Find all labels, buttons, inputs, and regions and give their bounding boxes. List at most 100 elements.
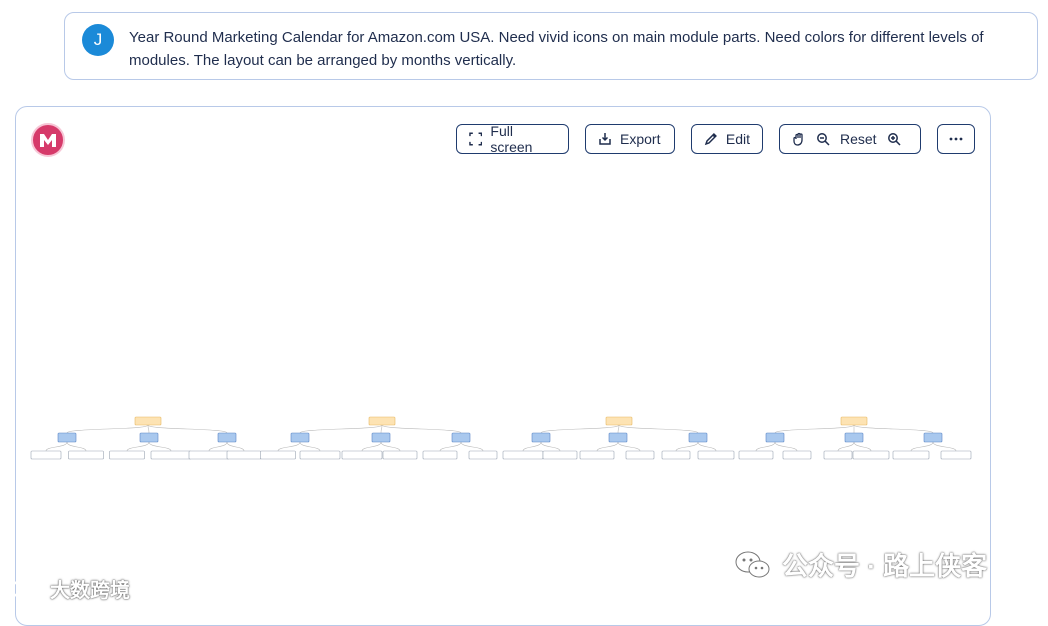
mindmap-node-level3[interactable] (852, 450, 890, 460)
mindmap-node-level3[interactable] (940, 450, 972, 460)
mindmap-node-level3[interactable] (422, 450, 458, 460)
user-avatar: J (82, 24, 114, 56)
wechat-icon (735, 551, 770, 577)
mindmap-connector[interactable] (540, 424, 620, 434)
mindmap-node-level2[interactable] (923, 432, 943, 443)
mindmap-connector[interactable] (147, 424, 150, 434)
mindmap-connector[interactable] (697, 441, 717, 452)
mindmap-connector[interactable] (675, 441, 699, 452)
mindmap-node-level3[interactable] (260, 450, 296, 460)
mindmap-node-level3[interactable] (542, 450, 578, 460)
export-button[interactable]: Export (585, 124, 675, 154)
watermark-logo-icon (7, 580, 46, 597)
export-label: Export (620, 131, 661, 147)
mindmap-node-level2[interactable] (844, 432, 864, 443)
mindmap-node-level3[interactable] (892, 450, 930, 460)
pan-hand-icon[interactable] (792, 132, 806, 146)
prompt-text: Year Round Marketing Calendar for Amazon… (129, 29, 984, 69)
mindmap-node-level3[interactable] (738, 450, 774, 460)
mindmap-node-level3[interactable] (341, 450, 383, 460)
mindmap-node-level1[interactable] (605, 416, 633, 426)
mindmap-node-level3[interactable] (150, 450, 192, 460)
fullscreen-button[interactable]: Full screen (456, 123, 569, 155)
mindmap-connector[interactable] (299, 424, 383, 434)
ellipsis-icon (949, 137, 963, 141)
mindmap-connector[interactable] (853, 424, 934, 434)
edit-label: Edit (725, 131, 750, 147)
export-icon (599, 133, 611, 145)
fullscreen-icon (469, 132, 483, 146)
mindmap-connector[interactable] (299, 441, 321, 452)
mindmap-connector[interactable] (755, 441, 776, 452)
mindmap-connector[interactable] (596, 441, 619, 452)
mindmap-connector[interactable] (45, 441, 68, 452)
mindmap-node-level2[interactable] (217, 432, 237, 443)
mindmap-connector[interactable] (540, 441, 561, 452)
mindmap-node-level2[interactable] (688, 432, 708, 443)
mindmap-connector[interactable] (460, 441, 484, 452)
mindmap-connector[interactable] (617, 424, 620, 434)
watermark-left: 大数跨境 (6, 574, 130, 603)
mindmap-connector[interactable] (126, 441, 150, 452)
fullscreen-label: Full screen (490, 123, 533, 155)
mindmap-connector[interactable] (380, 424, 383, 434)
mindmap-connector[interactable] (439, 441, 462, 452)
mindmap-node-level3[interactable] (782, 450, 812, 460)
edit-button[interactable]: Edit (691, 124, 763, 154)
mindmap-node-level2[interactable] (608, 432, 628, 443)
mindmap-connector[interactable] (910, 441, 934, 452)
mindmap-connector[interactable] (380, 441, 401, 452)
mindmap-connector[interactable] (618, 424, 699, 434)
mindmap-node-level3[interactable] (661, 450, 691, 460)
mindmap-node-level3[interactable] (823, 450, 853, 460)
mindmap-node-level3[interactable] (579, 450, 615, 460)
mindmap-node-level3[interactable] (30, 450, 62, 460)
mindmap-node-level3[interactable] (226, 450, 262, 460)
mindmap-node-level3[interactable] (502, 450, 544, 460)
mindmap-node-level3[interactable] (625, 450, 655, 460)
mindmap-node-level2[interactable] (451, 432, 471, 443)
mindmap-connector[interactable] (66, 424, 149, 434)
mindmap-connector[interactable] (208, 441, 228, 452)
mindmap-connector[interactable] (774, 441, 798, 452)
mindmap-node-level3[interactable] (109, 450, 145, 460)
mindmap-node-level2[interactable] (290, 432, 310, 443)
mindmap-connector[interactable] (226, 441, 245, 452)
mindmap-connector[interactable] (617, 441, 641, 452)
mindmap-node-level1[interactable] (134, 416, 162, 426)
mindmap-diagram[interactable] (0, 0, 1048, 606)
more-options-button[interactable] (937, 124, 975, 154)
mindmap-node-level3[interactable] (697, 450, 735, 460)
mindmap-connector[interactable] (837, 441, 855, 452)
mindmap-connector[interactable] (853, 441, 872, 452)
mindmap-connector[interactable] (932, 441, 957, 452)
mindmap-connector[interactable] (66, 441, 87, 452)
mindmap-node-level2[interactable] (139, 432, 159, 443)
mindmap-connector[interactable] (774, 424, 855, 434)
diagram-canvas[interactable]: Full screen Export Edit Reset (15, 106, 991, 626)
mindmap-node-level3[interactable] (68, 450, 104, 460)
watermark-right: 公众号 · 路上侠客 (734, 546, 987, 583)
mindmap-node-level3[interactable] (299, 450, 341, 460)
mindmap-node-level2[interactable] (371, 432, 391, 443)
mindmap-node-level2[interactable] (57, 432, 77, 443)
mindmap-connector[interactable] (147, 424, 228, 434)
reset-button[interactable]: Reset (840, 131, 877, 147)
zoom-in-icon[interactable] (887, 132, 901, 146)
mindmap-node-level1[interactable] (368, 416, 396, 426)
mindmap-connector[interactable] (522, 441, 542, 452)
mindmap-node-level3[interactable] (188, 450, 230, 460)
mindmap-node-level3[interactable] (382, 450, 418, 460)
zoom-out-icon[interactable] (816, 132, 830, 146)
mindmap-node-level2[interactable] (765, 432, 785, 443)
mindmap-node-level1[interactable] (840, 416, 868, 426)
mindmap-connector[interactable] (381, 424, 462, 434)
mindmap-connector[interactable] (148, 441, 172, 452)
mindmap-connector[interactable] (361, 441, 382, 452)
prompt-card: J Year Round Marketing Calendar for Amaz… (64, 12, 1038, 80)
view-controls: Reset (779, 124, 921, 154)
edit-icon (704, 132, 717, 146)
mindmap-connector[interactable] (277, 441, 301, 452)
mindmap-node-level2[interactable] (531, 432, 551, 443)
mindmap-node-level3[interactable] (468, 450, 498, 460)
